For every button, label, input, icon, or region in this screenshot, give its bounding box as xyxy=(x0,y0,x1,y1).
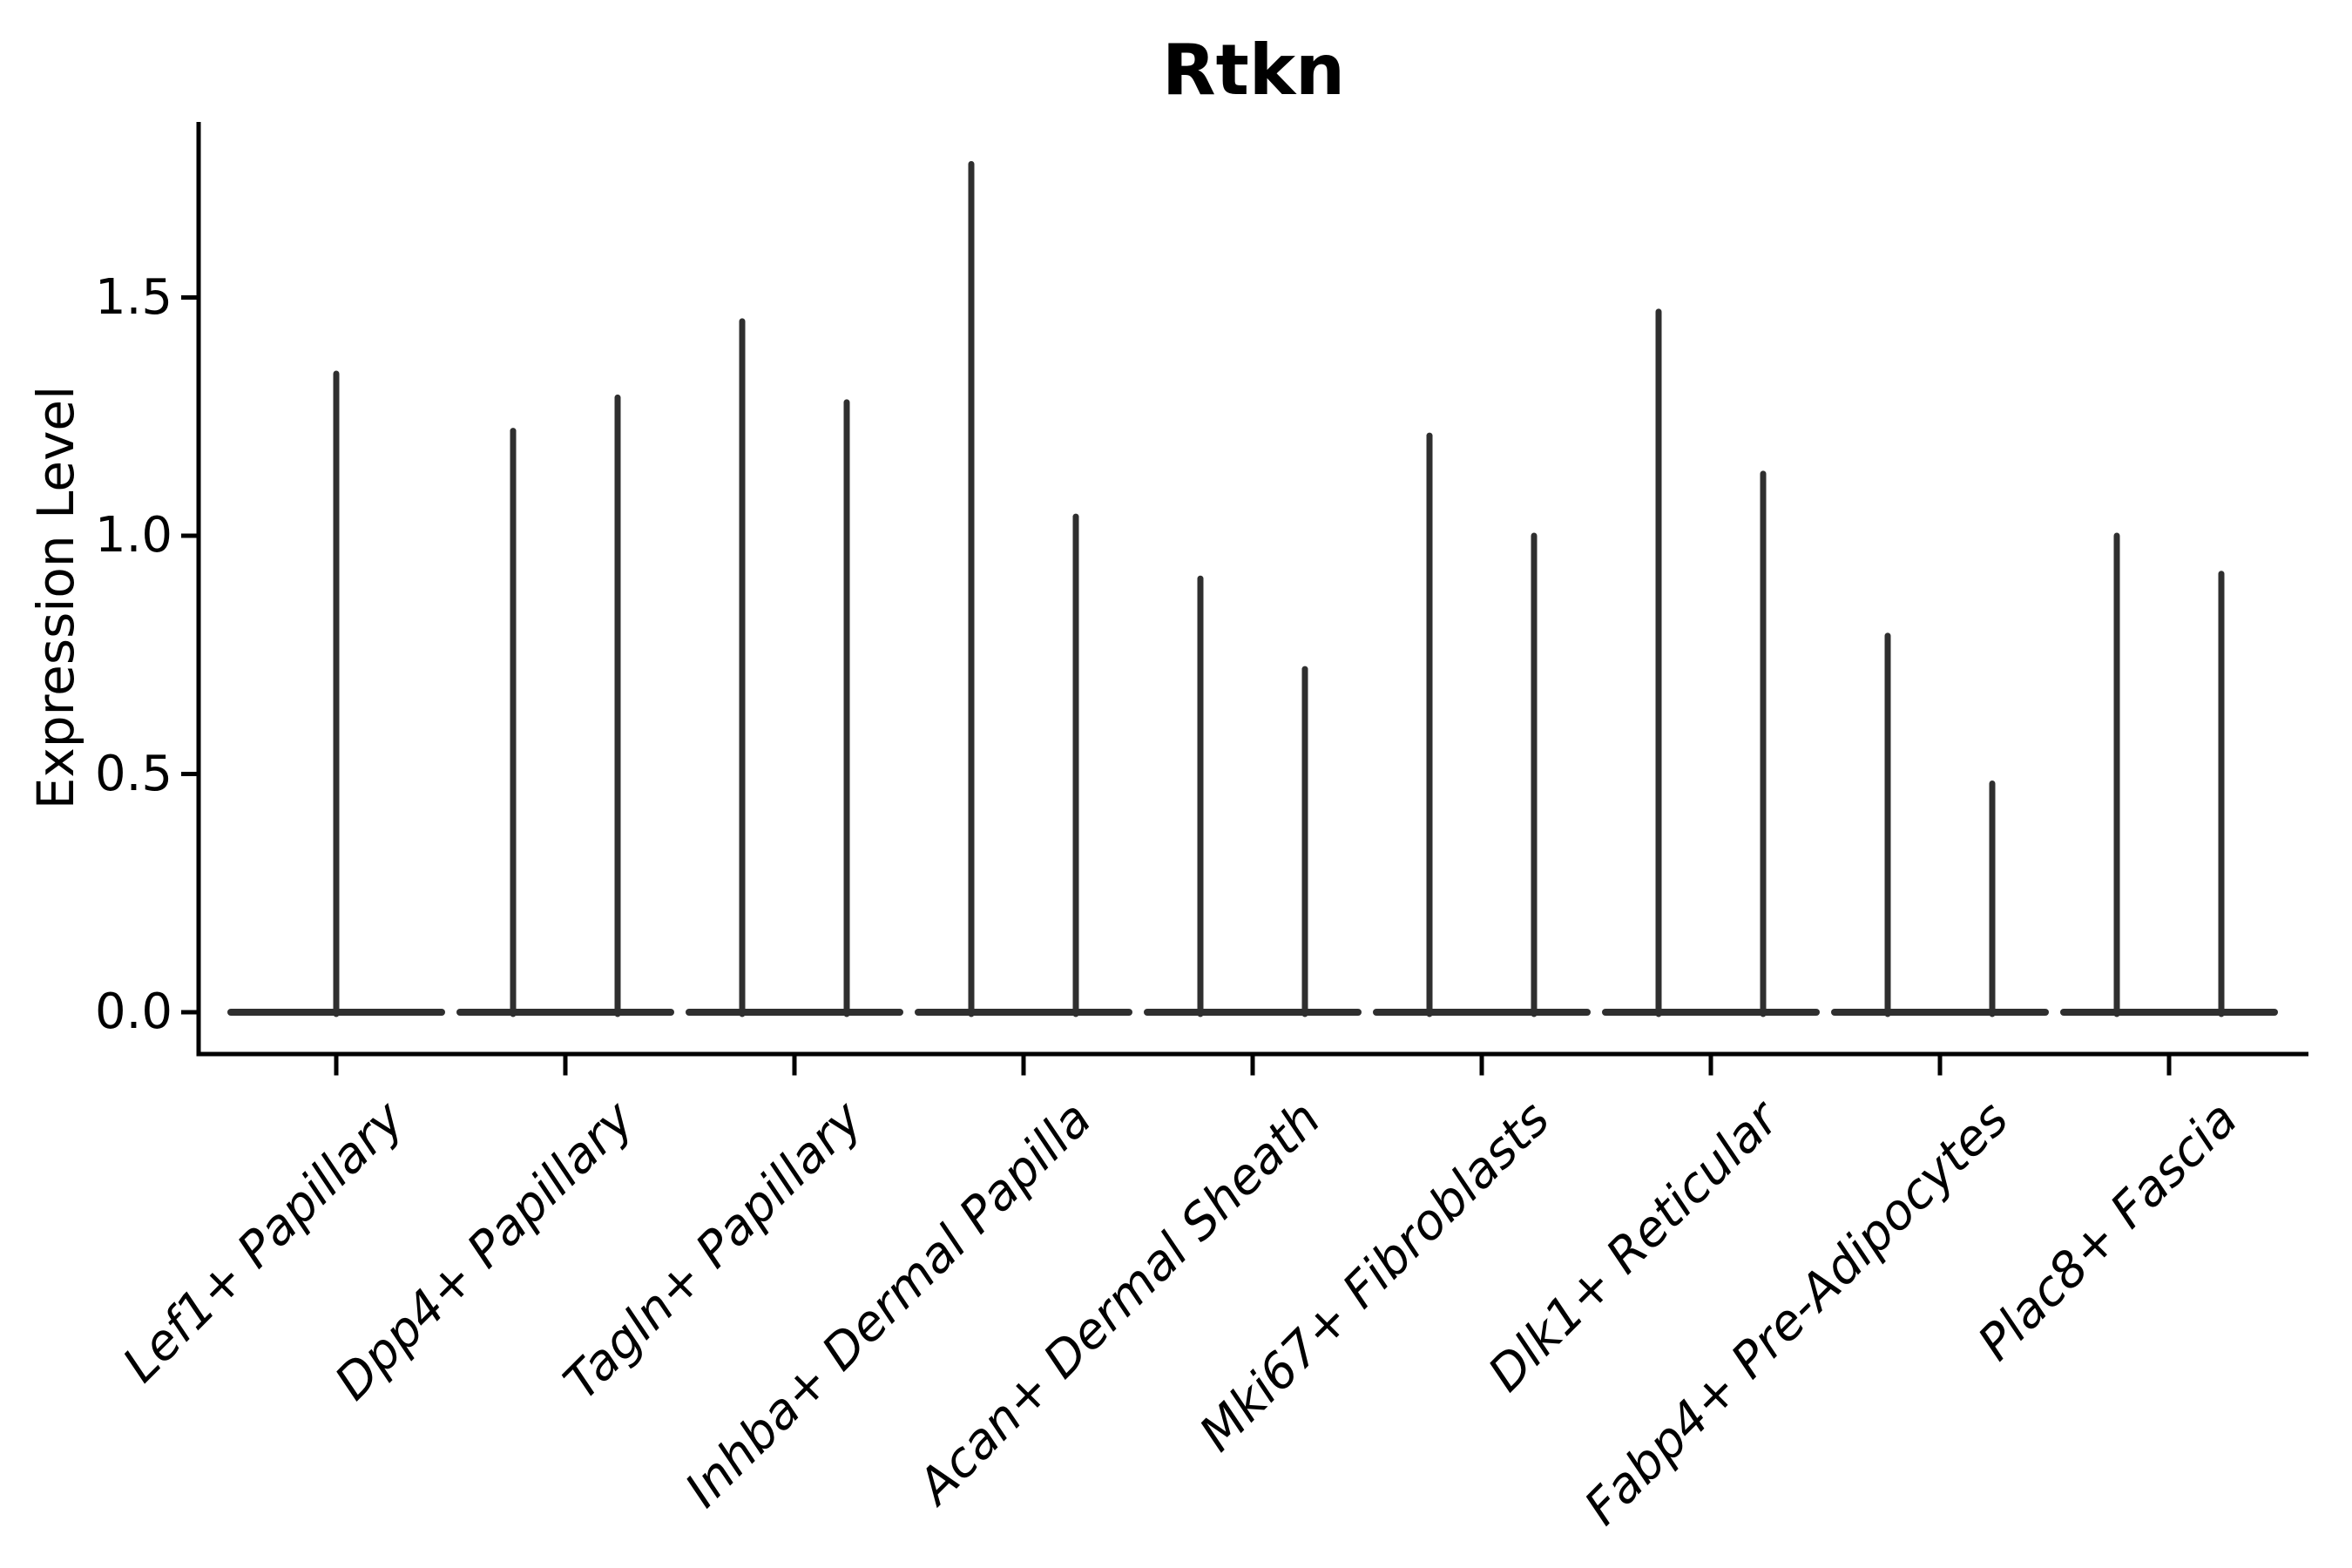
y-tick-label: 0.0 xyxy=(94,983,172,1040)
y-tick-label: 1.5 xyxy=(94,268,172,326)
y-tick-label: 0.5 xyxy=(94,745,172,802)
chart-title: Rtkn xyxy=(1162,30,1345,111)
y-tick-label: 1.0 xyxy=(94,507,172,564)
